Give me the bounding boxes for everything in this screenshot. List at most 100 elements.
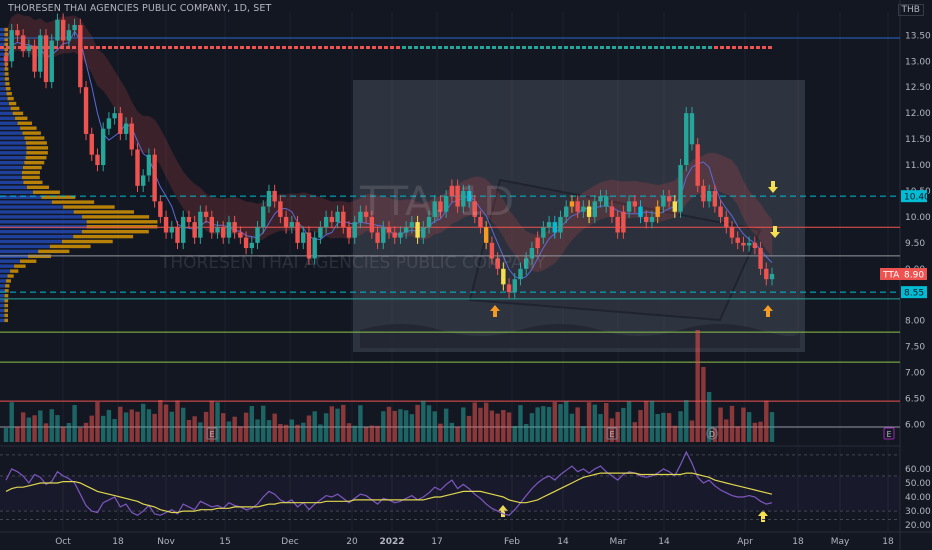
volume-bar-90	[518, 405, 523, 442]
volume-bar-127	[729, 405, 735, 442]
candle-body-26	[152, 154, 157, 202]
top-dot-498	[498, 46, 502, 49]
candle-body-99	[569, 201, 575, 207]
candle-body-76	[438, 201, 443, 212]
top-dot-504	[504, 46, 508, 49]
price-tick-11: 8.00	[905, 317, 925, 327]
candle-body-32	[186, 216, 192, 223]
vp-bar-down-11	[14, 264, 26, 268]
vp-bar-up-0	[0, 318, 5, 323]
event-marker-label-2: D	[709, 430, 715, 439]
candle-body-120	[689, 113, 695, 145]
volume-bar-87	[501, 410, 506, 442]
volume-bar-44	[255, 419, 260, 442]
volume-bar-93	[535, 407, 540, 442]
volume-bar-132	[758, 421, 763, 442]
vp-bar-up-37	[0, 136, 25, 140]
top-dot-318	[318, 46, 322, 49]
vp-bar-up-57	[0, 37, 5, 42]
vp-bar-down-25	[41, 195, 76, 199]
time-tick-9: 14	[557, 537, 569, 547]
vp-bar-up-56	[0, 42, 5, 47]
top-dot-570	[570, 46, 574, 49]
candle-body-41	[238, 232, 243, 238]
vp-bar-down-1	[4, 313, 9, 318]
candle-body-55	[318, 227, 323, 238]
candle-body-128	[735, 237, 740, 243]
volume-bar-0	[3, 428, 9, 442]
top-dot-60	[60, 46, 64, 49]
volume-bar-110	[632, 422, 638, 442]
vp-bar-up-54	[0, 52, 5, 56]
volume-bar-51	[295, 424, 300, 442]
vp-bar-down-7	[5, 284, 10, 288]
candle-body-96	[552, 222, 557, 233]
volume-bar-71	[409, 414, 415, 442]
price-tick-1: 13.00	[905, 57, 931, 67]
vp-bar-up-19	[0, 225, 87, 229]
vp-bar-up-52	[0, 62, 5, 66]
time-tick-10: Mar	[610, 537, 627, 547]
candle-body-6	[38, 35, 43, 72]
top-dot-246	[246, 46, 250, 49]
top-dot-558	[558, 46, 562, 49]
candle-body-9	[55, 19, 60, 41]
top-dot-222	[222, 46, 226, 49]
time-tick-12: Apr	[737, 537, 753, 547]
candle-body-68	[392, 232, 397, 238]
vp-bar-up-58	[0, 32, 5, 37]
time-tick-5: 20	[346, 537, 358, 547]
volume-bar-105	[604, 402, 609, 442]
volume-bar-2	[15, 426, 20, 442]
top-dot-288	[288, 46, 292, 49]
ticker-tag-bg	[880, 267, 902, 280]
top-dot-756	[756, 46, 760, 49]
volume-bar-42	[243, 412, 249, 442]
vp-bar-up-43	[0, 106, 11, 111]
volume-bar-65	[375, 425, 380, 442]
vp-bar-up-38	[0, 131, 23, 135]
top-dot-654	[654, 46, 658, 49]
watermark-symbol: TTA, 1D	[359, 179, 514, 225]
candle-body-132	[758, 248, 763, 269]
top-dot-384	[384, 46, 388, 49]
candle-body-118	[678, 165, 683, 212]
currency-label[interactable]: THB	[897, 4, 924, 16]
candle-body-104	[598, 196, 603, 202]
top-dot-210	[210, 46, 214, 49]
vp-bar-down-48	[5, 82, 10, 86]
vp-bar-down-21	[82, 215, 150, 219]
arrow-up-icon-4	[498, 505, 508, 517]
vp-bar-down-26	[32, 190, 60, 194]
vp-bar-down-47	[5, 87, 11, 91]
volume-bar-52	[301, 422, 306, 442]
price-tick-15: 6.00	[905, 420, 925, 430]
time-tick-0: Oct	[55, 537, 71, 547]
candle-body-69	[398, 232, 403, 238]
top-dot-72	[72, 46, 76, 49]
top-dot-450	[450, 46, 454, 49]
top-dot-540	[540, 46, 544, 49]
last-price-tag-bg	[901, 267, 927, 280]
candle-body-56	[323, 216, 329, 228]
volume-bar-83	[478, 407, 483, 442]
volume-bar-27	[158, 400, 163, 442]
candle-body-63	[363, 211, 369, 217]
rsi-tick-3: 30.00	[905, 507, 931, 517]
volume-bar-125	[718, 407, 723, 442]
top-dot-0	[0, 46, 4, 49]
vp-bar-down-0	[4, 318, 9, 323]
volume-bar-86	[495, 413, 500, 442]
candle-body-134	[769, 273, 775, 280]
candle-body-62	[358, 211, 363, 223]
candle-body-22	[129, 123, 134, 150]
vp-bar-down-34	[26, 151, 48, 155]
top-dot-672	[672, 46, 676, 49]
vp-bar-down-51	[4, 67, 9, 71]
candle-body-81	[466, 190, 472, 202]
volume-bar-16	[95, 402, 100, 442]
volume-bar-79	[455, 426, 460, 442]
candle-body-85	[489, 242, 495, 259]
